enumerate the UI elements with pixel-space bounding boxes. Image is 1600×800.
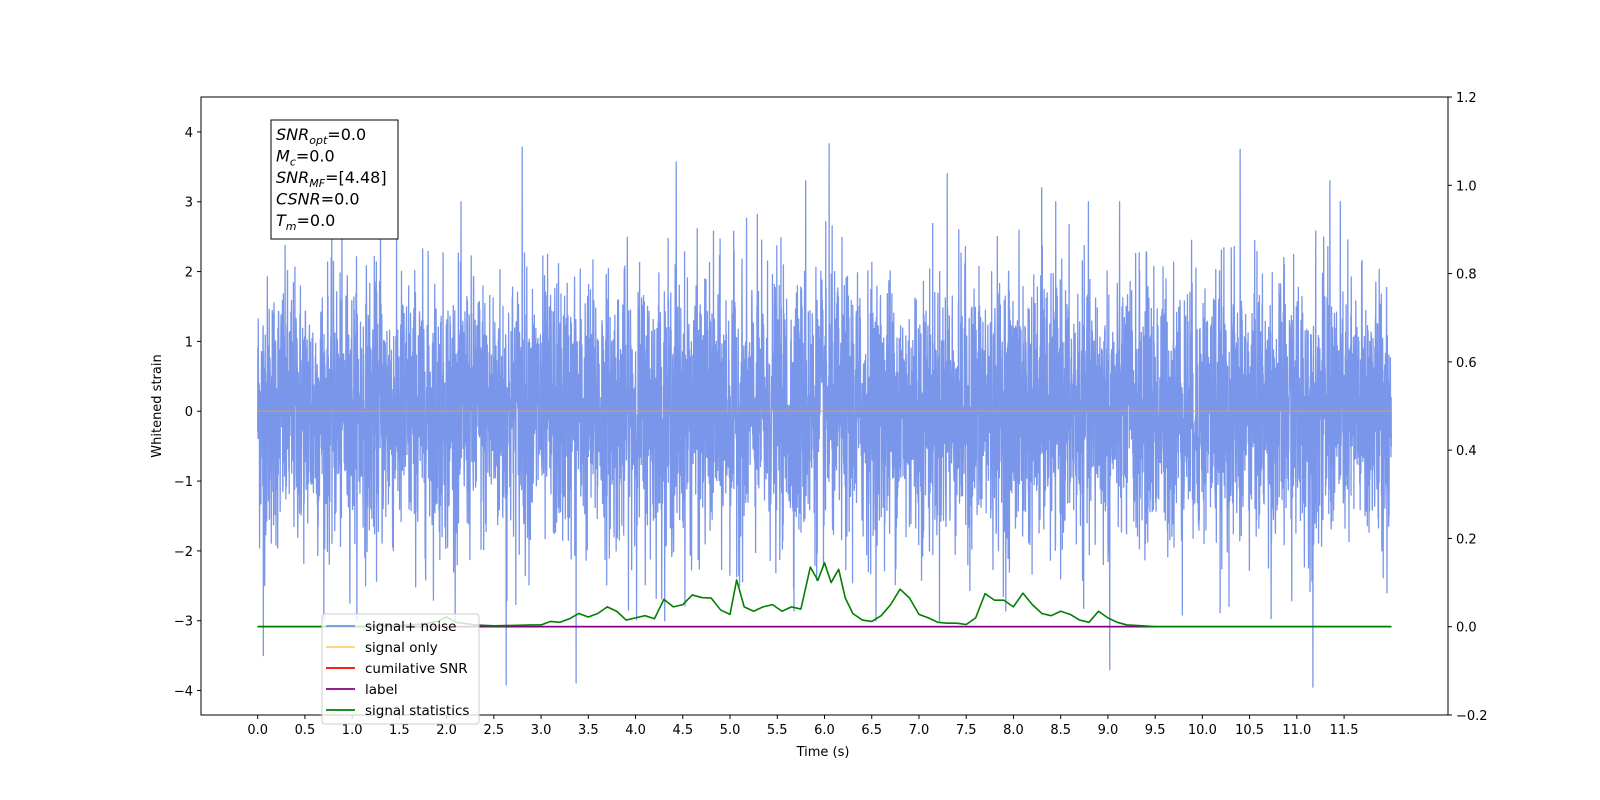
legend: signal+ noise signal only cumilative SNR la…	[321, 613, 480, 725]
y-tick-label: 1	[185, 335, 193, 350]
x-tick-label: 3.0	[531, 723, 552, 738]
y-tick-label: 3	[185, 196, 193, 211]
x-tick-label: 2.0	[436, 723, 457, 738]
x-tick-label: 6.0	[814, 723, 835, 738]
info-box-frame	[270, 119, 399, 240]
legend-entry: signal statistics	[365, 703, 469, 719]
x-tick-label: 9.5	[1145, 723, 1166, 738]
x-tick-label: 11.5	[1330, 723, 1359, 738]
x-tick-label: 2.5	[484, 723, 505, 738]
x-tick-label: 1.5	[389, 723, 410, 738]
y-tick-label: 4	[185, 126, 193, 141]
y2-tick-label: 0.6	[1456, 356, 1477, 371]
y-tick-label: −3	[174, 615, 193, 630]
x-tick-label: 0.5	[295, 723, 316, 738]
x-tick-label: 5.0	[720, 723, 741, 738]
legend-entry: signal+ noise	[365, 619, 456, 635]
x-tick-label: 4.0	[625, 723, 646, 738]
series-line-signal-noise	[257, 143, 1392, 688]
x-tick-label: 8.5	[1050, 723, 1071, 738]
x-axis-title: Time (s)	[796, 745, 850, 760]
y-axis-right: 1.2 1.0 0.8 0.6 0.4 0.2 0.0 −0.2	[1448, 91, 1488, 724]
x-tick-label: 7.0	[909, 723, 930, 738]
y-tick-label: 2	[185, 266, 193, 281]
y-tick-label: 0	[185, 405, 193, 420]
y2-tick-label: 0.2	[1456, 532, 1477, 547]
y2-tick-label: 0.8	[1456, 268, 1477, 283]
y-axis-left: 4 3 2 1 0 −1 −2 −3 −4	[174, 126, 201, 700]
info-box-line: SNRMF=[4.48]	[276, 168, 387, 190]
legend-entry: label	[365, 682, 398, 698]
x-tick-label: 6.5	[861, 723, 882, 738]
legend-entry: signal only	[365, 640, 438, 656]
x-axis: 0.0 0.5 1.0 1.5 2.0 2.5 3.0 3.5 4.0 4.5 5.0 5.5 6.0 6…	[247, 715, 1359, 738]
x-tick-label: 10.0	[1188, 723, 1217, 738]
y2-tick-label: 0.0	[1456, 621, 1477, 636]
info-box-line: CSNR=0.0	[276, 190, 360, 209]
info-box-line: Mc=0.0	[276, 147, 335, 169]
y-tick-label: −4	[174, 685, 193, 700]
legend-entry: cumilative SNR	[365, 661, 468, 677]
x-tick-label: 10.5	[1235, 723, 1264, 738]
x-tick-label: 11.0	[1282, 723, 1311, 738]
y-axis-title: Whitened strain	[150, 354, 165, 457]
y2-tick-label: 0.4	[1456, 444, 1477, 459]
y2-tick-label: −0.2	[1456, 709, 1488, 724]
y-tick-label: −1	[174, 475, 193, 490]
series-layer	[257, 143, 1392, 688]
y2-tick-label: 1.2	[1456, 91, 1477, 106]
x-tick-label: 4.5	[672, 723, 693, 738]
info-box-line: Tm=0.0	[276, 211, 335, 233]
legend-frame	[321, 613, 480, 725]
series-line-signal-statistics	[257, 561, 1392, 628]
x-tick-label: 9.0	[1098, 723, 1119, 738]
y-tick-label: −2	[174, 545, 193, 560]
x-tick-label: 0.0	[247, 723, 268, 738]
x-tick-label: 7.5	[956, 723, 977, 738]
info-box-line: SNRopt=0.0	[276, 125, 366, 147]
y2-tick-label: 1.0	[1456, 179, 1477, 194]
x-tick-label: 1.0	[342, 723, 363, 738]
x-tick-label: 5.5	[767, 723, 788, 738]
x-tick-label: 3.5	[578, 723, 599, 738]
x-tick-label: 8.0	[1003, 723, 1024, 738]
